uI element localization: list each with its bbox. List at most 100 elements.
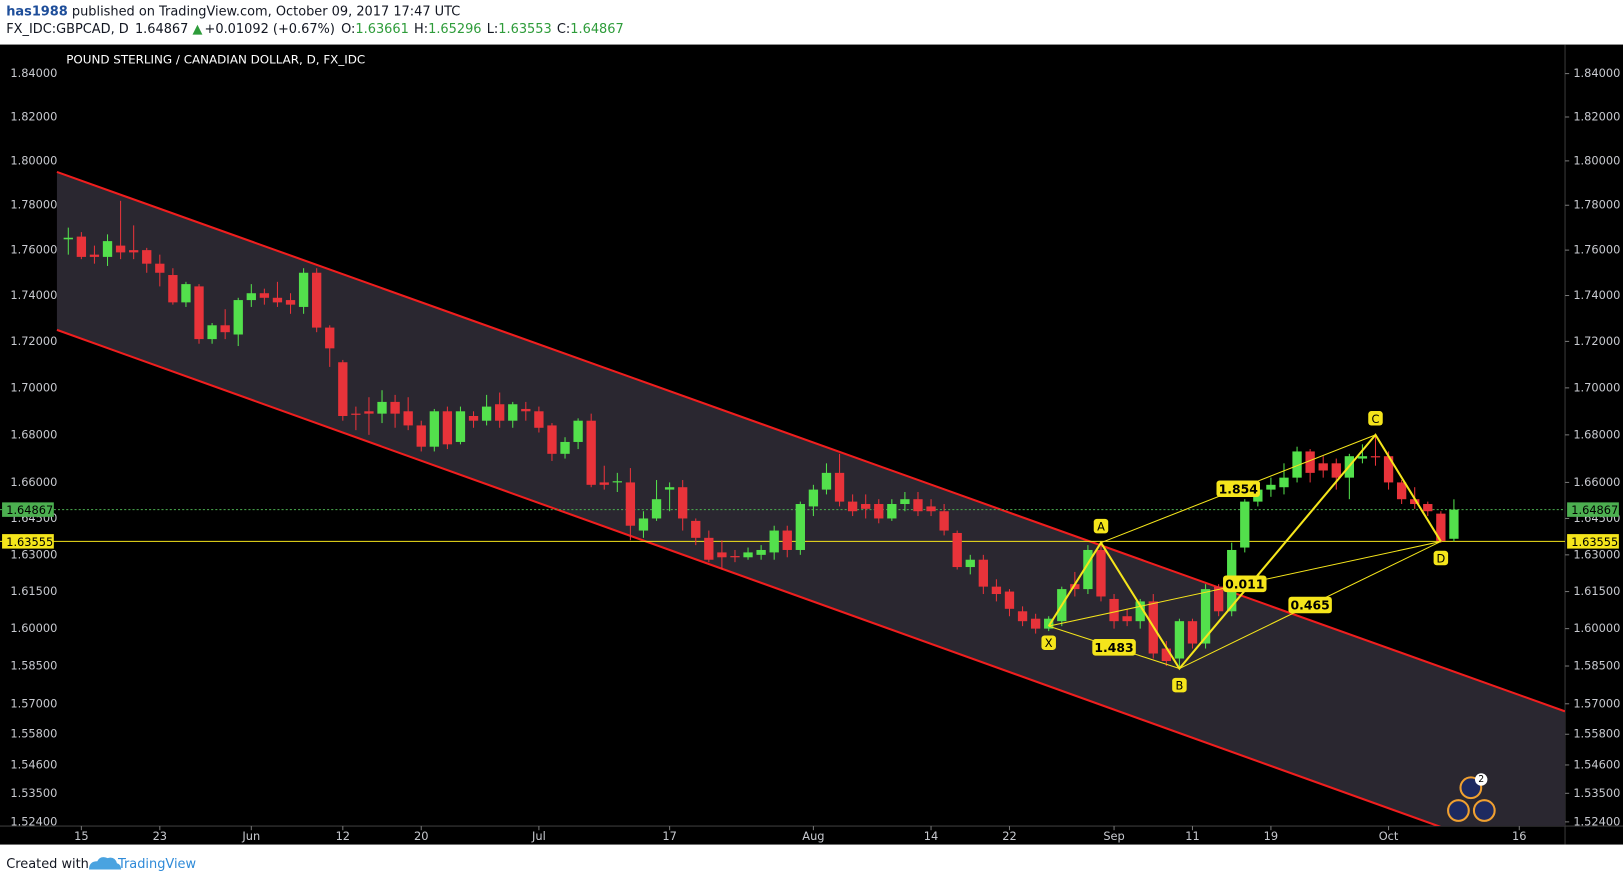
ratio-label: 1.483 bbox=[1094, 640, 1133, 655]
y-tick-label: 1.53500 bbox=[1573, 786, 1620, 800]
ohlc-key: H: bbox=[414, 22, 428, 37]
candle-body bbox=[965, 559, 975, 568]
candle-body bbox=[599, 482, 609, 485]
y-tick-label: 1.68000 bbox=[1573, 427, 1620, 441]
price-tag bbox=[2, 502, 54, 517]
change: +0.01092 (+0.67%) bbox=[205, 22, 335, 37]
candle-body bbox=[913, 499, 923, 512]
point-box bbox=[1368, 411, 1383, 426]
ohlc-value: 1.63661 bbox=[355, 22, 408, 37]
candle-body bbox=[991, 586, 1002, 595]
x-tick-label: Jun bbox=[241, 829, 260, 843]
candle-body bbox=[861, 504, 871, 509]
footer-brand[interactable]: TradingView bbox=[117, 857, 197, 872]
candle-body bbox=[1174, 621, 1185, 659]
candle-body bbox=[63, 237, 73, 240]
y-tick-label: 1.72000 bbox=[1573, 334, 1620, 348]
candle-body bbox=[1161, 648, 1172, 662]
x-tick-label: 16 bbox=[1512, 829, 1526, 843]
candle-body bbox=[978, 559, 988, 587]
y-tick-label: 1.74000 bbox=[10, 288, 57, 302]
publish-line: has1988 published on TradingView.com, Oc… bbox=[6, 4, 460, 19]
candle-body bbox=[168, 275, 178, 303]
candle-body bbox=[508, 404, 518, 421]
channel-line bbox=[56, 170, 1566, 713]
price-tag-label: 1.64867 bbox=[6, 503, 53, 517]
candle-body bbox=[887, 504, 897, 519]
y-tick-label: 1.63000 bbox=[1573, 547, 1620, 561]
candle-body bbox=[1004, 591, 1015, 609]
candle-body bbox=[1318, 463, 1328, 471]
y-tick-label: 1.63000 bbox=[10, 547, 57, 561]
candle-body bbox=[651, 499, 662, 519]
candle-body bbox=[259, 293, 270, 298]
point-box bbox=[1433, 550, 1449, 566]
candle-body bbox=[521, 408, 531, 412]
candle-body bbox=[207, 325, 217, 340]
ratio-box bbox=[1223, 575, 1267, 593]
candle-body bbox=[717, 552, 727, 558]
candle-body bbox=[704, 537, 714, 560]
candle-body bbox=[272, 297, 283, 303]
candle-body bbox=[1135, 601, 1145, 622]
ratio-box bbox=[1092, 639, 1136, 656]
point-label: X bbox=[1045, 636, 1053, 650]
y-tick-label: 1.66000 bbox=[10, 475, 57, 489]
last-price: 1.64867 bbox=[135, 22, 188, 37]
price-tag bbox=[1567, 502, 1619, 517]
candle-body bbox=[834, 472, 845, 502]
candle-body bbox=[612, 481, 622, 483]
y-tick-label: 1.76000 bbox=[1573, 243, 1620, 257]
candle-body bbox=[416, 425, 426, 447]
candle-body bbox=[115, 245, 126, 253]
y-tick-label: 1.55800 bbox=[1573, 727, 1620, 741]
arrow: ▲ bbox=[193, 22, 203, 37]
y-tick-label: 1.70000 bbox=[10, 380, 57, 394]
y-tick-label: 1.58500 bbox=[10, 659, 57, 673]
candle-body bbox=[1370, 456, 1381, 458]
price-tag-label: 1.64867 bbox=[1571, 503, 1618, 517]
ratio-box bbox=[1288, 596, 1332, 614]
candle-body bbox=[1305, 451, 1315, 473]
candle-body bbox=[926, 506, 936, 512]
candle-body bbox=[678, 487, 688, 519]
x-tick-label: 11 bbox=[1185, 829, 1199, 843]
y-tick-label: 1.57000 bbox=[10, 696, 57, 710]
y-tick-label: 1.80000 bbox=[10, 153, 57, 167]
x-tick-label: Sep bbox=[1103, 829, 1124, 843]
y-tick-label: 1.61500 bbox=[1573, 584, 1620, 598]
candle-body bbox=[808, 489, 819, 507]
candle-body bbox=[900, 499, 910, 505]
candle-body bbox=[1213, 586, 1224, 612]
y-tick-label: 1.54600 bbox=[10, 757, 57, 771]
y-tick-label: 1.72000 bbox=[10, 334, 57, 348]
footer-text: Created with bbox=[6, 857, 89, 872]
candle-body bbox=[1423, 504, 1433, 512]
x-tick-label: 19 bbox=[1264, 829, 1278, 843]
candle-body bbox=[102, 241, 113, 257]
candle-body bbox=[442, 411, 453, 445]
y-tick-label: 1.68000 bbox=[10, 427, 57, 441]
y-tick-label: 1.60000 bbox=[1573, 621, 1620, 635]
symbol-line: FX_IDC:GBPCAD, D 1.64867 ▲ +0.01092 (+0.67%… bbox=[6, 22, 624, 37]
indicator-icons[interactable]: 2 bbox=[1447, 773, 1496, 822]
candle-body bbox=[351, 413, 361, 415]
x-tick-label: 20 bbox=[414, 829, 428, 843]
candle-body bbox=[1070, 584, 1080, 590]
point-label: B bbox=[1176, 679, 1184, 693]
icon[interactable] bbox=[1472, 799, 1496, 822]
icon[interactable] bbox=[1447, 799, 1470, 822]
footer bbox=[0, 844, 1623, 882]
y-tick-label: 1.58500 bbox=[1573, 659, 1620, 673]
axes: 1.84000 1.84000 1.82000 1.82000 1.80000 1.800… bbox=[2, 66, 1620, 843]
candle-body bbox=[1030, 618, 1041, 629]
candle-body bbox=[1096, 549, 1106, 597]
candle-body bbox=[1410, 499, 1420, 505]
y-tick-label: 1.54600 bbox=[1573, 757, 1620, 771]
badge-count: 2 bbox=[1478, 774, 1484, 785]
author[interactable]: has1988 bbox=[6, 4, 68, 19]
y-tick-label: 1.80000 bbox=[1573, 153, 1620, 167]
candle-body bbox=[194, 286, 204, 340]
x-tick-label: 23 bbox=[153, 829, 167, 843]
candle-body bbox=[455, 411, 466, 442]
